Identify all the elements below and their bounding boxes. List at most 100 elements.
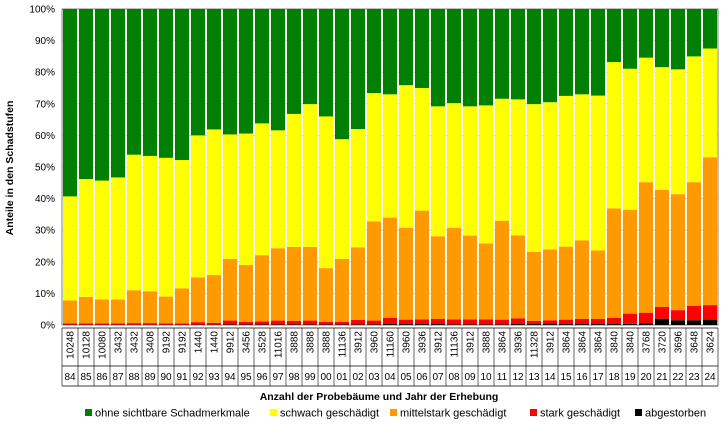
x-year-label: 15 <box>560 372 572 383</box>
bar-segment <box>414 210 430 320</box>
x-axis-title: Anzahl der Probebäume und Jahr der Erheb… <box>260 391 499 403</box>
x-sample-size-label: 3936 <box>514 331 525 354</box>
bar-segment <box>686 182 702 306</box>
bar-segment <box>702 9 718 49</box>
y-axis-title: Anteile in den Schadstufen <box>4 101 16 236</box>
x-year-label: 24 <box>704 372 716 383</box>
bar-segment <box>302 104 318 247</box>
x-year-label: 09 <box>464 372 476 383</box>
x-year-label: 86 <box>96 372 108 383</box>
bar-segment <box>606 317 622 325</box>
x-sample-size-label: 9192 <box>178 331 189 354</box>
x-sample-size-label: 1440 <box>210 331 221 354</box>
x-year-label: 96 <box>256 372 268 383</box>
bar-segment <box>558 319 574 325</box>
bar-segment <box>510 9 526 100</box>
bar-segment <box>62 9 78 197</box>
x-sample-size-label: 3864 <box>594 331 605 354</box>
bar-segment <box>622 313 638 324</box>
bar-segment <box>206 322 222 325</box>
bar-segment <box>62 196 78 301</box>
x-year-label: 23 <box>688 372 700 383</box>
bar-segment <box>62 300 78 324</box>
bar-segment <box>126 323 142 325</box>
legend-swatch <box>85 409 92 416</box>
y-tick-label: 90% <box>35 36 55 47</box>
bar-segment <box>542 102 558 250</box>
bar-segment <box>654 9 670 68</box>
legend-label: abgestorben <box>645 408 706 420</box>
bar-segment <box>126 154 142 291</box>
bar-segment <box>622 209 638 314</box>
x-year-label: 11 <box>497 372 508 383</box>
bar-segment <box>302 9 318 105</box>
bar-segment <box>318 268 334 322</box>
bar-segment <box>254 123 270 256</box>
bar-segment <box>222 324 238 325</box>
bar-segment <box>414 324 430 325</box>
bar-segment <box>622 68 638 210</box>
bar-segment <box>366 9 382 94</box>
x-sample-size-label: 3960 <box>402 331 413 354</box>
bar-segment <box>526 252 542 321</box>
bar-segment <box>510 235 526 319</box>
bar-segment <box>366 320 382 325</box>
legend-label: stark geschädigt <box>540 408 620 420</box>
x-sample-size-label: 10248 <box>66 331 77 359</box>
bar-segment <box>158 296 174 324</box>
bar-segment <box>446 9 462 104</box>
x-year-label: 08 <box>448 372 460 383</box>
bar-segment <box>702 48 718 158</box>
x-sample-size-label: 3720 <box>658 331 669 354</box>
bar-segment <box>350 9 366 130</box>
bar-segment <box>526 9 542 105</box>
x-year-label: 18 <box>608 372 620 383</box>
x-year-label: 99 <box>304 372 316 383</box>
bar-segment <box>574 318 590 325</box>
bar-segment <box>494 220 510 320</box>
bar-segment <box>702 305 718 320</box>
bar-segment <box>366 324 382 325</box>
x-sample-size-label: 10080 <box>98 331 109 359</box>
bar-segment <box>174 288 190 324</box>
x-year-label: 13 <box>528 372 540 383</box>
x-year-label: 98 <box>288 372 300 383</box>
bar-segment <box>382 94 398 218</box>
x-sample-size-label: 3888 <box>306 331 317 354</box>
x-sample-size-label: 9192 <box>162 331 173 354</box>
x-sample-size-label: 11016 <box>274 331 285 359</box>
bar-segment <box>318 116 334 269</box>
bar-segment <box>302 324 318 325</box>
bar-segment <box>78 296 94 324</box>
bar-segment <box>574 324 590 325</box>
x-sample-size-label: 11136 <box>338 331 349 358</box>
bar-segment <box>174 9 190 161</box>
bar-segment <box>318 324 334 325</box>
bar-segment <box>574 240 590 319</box>
bar-segment <box>574 9 590 95</box>
bar-segment <box>206 275 222 323</box>
bar-segment <box>366 221 382 321</box>
bar-segment <box>94 323 110 325</box>
x-sample-size-label: 9912 <box>226 331 237 354</box>
x-sample-size-label: 3888 <box>322 331 333 354</box>
legend-label: schwach geschädigt <box>280 408 379 420</box>
bar-segment <box>94 299 110 324</box>
bar-segment <box>78 179 94 297</box>
bar-segment <box>414 9 430 88</box>
legend-label: ohne sichtbare Schadmerkmale <box>95 408 250 420</box>
x-year-label: 90 <box>160 372 172 383</box>
x-sample-size-label: 1440 <box>194 331 205 354</box>
bar-segment <box>238 133 254 265</box>
bar-segment <box>446 319 462 325</box>
bar-segment <box>622 9 638 69</box>
bar-segment <box>686 56 702 183</box>
y-tick-label: 50% <box>35 163 55 174</box>
x-year-label: 95 <box>240 372 252 383</box>
bar-segment <box>158 323 174 325</box>
y-tick-label: 30% <box>35 226 55 237</box>
bar-segment <box>702 319 718 325</box>
x-sample-size-label: 11160 <box>386 331 397 358</box>
y-tick-label: 60% <box>35 131 55 142</box>
bar-segment <box>222 134 238 259</box>
